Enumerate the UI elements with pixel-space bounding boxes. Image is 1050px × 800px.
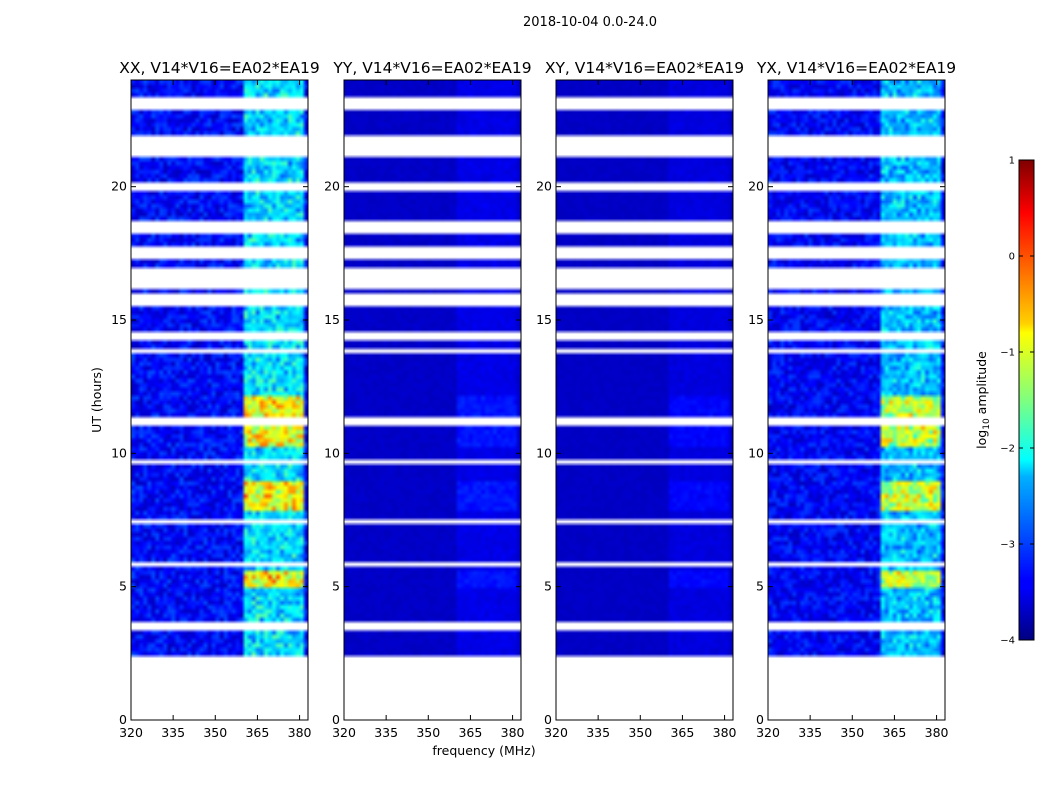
colorbar-tick-label: 0	[1009, 252, 1015, 263]
colorbar-tick-label: −1	[1000, 348, 1015, 359]
heatmap-xx	[131, 80, 308, 720]
x-tick-label: 320	[119, 725, 143, 740]
y-tick-label: 0	[332, 712, 340, 727]
colorbar-label-base: log	[974, 430, 989, 449]
x-tick-label: 350	[203, 725, 227, 740]
colorbar-tick-label: −3	[1000, 540, 1015, 551]
y-tick-label: 15	[536, 312, 552, 327]
panels: XX, V14*V16=EA02*EA19 320 335 350 365 380 0 5 10…	[111, 59, 956, 740]
x-tick-label: 320	[756, 725, 780, 740]
y-tick-label: 20	[111, 179, 127, 194]
x-tick-label: 335	[586, 725, 610, 740]
x-tick-label: 380	[713, 725, 737, 740]
y-tick-label: 15	[111, 312, 127, 327]
heatmap-yx	[768, 80, 945, 720]
x-tick-label: 335	[798, 725, 822, 740]
x-tick-label: 365	[458, 725, 482, 740]
colorbar: 10−1−2−3−4 log10 amplitude	[974, 156, 1035, 647]
axes-frame	[130, 79, 309, 721]
y-tick-label: 20	[748, 179, 764, 194]
x-tick-label: 350	[840, 725, 864, 740]
x-tick-label: 350	[628, 725, 652, 740]
x-tick-label: 335	[161, 725, 185, 740]
axes-frame	[767, 79, 946, 721]
x-tick-label: 320	[332, 725, 356, 740]
y-tick-label: 10	[324, 445, 340, 460]
y-tick-label: 20	[536, 179, 552, 194]
y-tick-label: 20	[324, 179, 340, 194]
panel-yy: YY, V14*V16=EA02*EA19 320 335 350 365 380 0 5 10…	[324, 59, 531, 740]
x-tick-label: 380	[925, 725, 949, 740]
y-tick-label: 5	[544, 579, 552, 594]
x-tick-label: 335	[374, 725, 398, 740]
y-axis-label: UT (hours)	[89, 367, 104, 433]
y-tick-label: 10	[748, 445, 764, 460]
panel-title: YX, V14*V16=EA02*EA19	[756, 59, 956, 77]
y-tick-label: 0	[544, 712, 552, 727]
colorbar-label: log10 amplitude	[974, 351, 992, 449]
y-tick-label: 0	[756, 712, 764, 727]
x-axis-label: frequency (MHz)	[432, 743, 535, 758]
axes-frame	[343, 79, 522, 721]
y-tick-label: 5	[756, 579, 764, 594]
x-tick-label: 350	[416, 725, 440, 740]
panel-yx: YX, V14*V16=EA02*EA19 320 335 350 365 380 0 5 10…	[748, 59, 956, 740]
x-tick-label: 380	[288, 725, 312, 740]
colorbar-gradient	[1018, 159, 1035, 641]
y-tick-label: 10	[111, 445, 127, 460]
colorbar-tick-label: −2	[1000, 444, 1015, 455]
colorbar-tick-label: −4	[1000, 636, 1015, 647]
x-tick-label: 365	[882, 725, 906, 740]
y-tick-label: 15	[748, 312, 764, 327]
panel-xy: XY, V14*V16=EA02*EA19 320 335 350 365 380 0 5 10…	[536, 59, 744, 740]
y-tick-label: 10	[536, 445, 552, 460]
colorbar-ticks: 1 0 −1 −2 −3 −4	[1000, 156, 1034, 647]
colorbar-label-rest: amplitude	[974, 351, 989, 418]
x-tick-label: 380	[501, 725, 525, 740]
panel-xx: XX, V14*V16=EA02*EA19 320 335 350 365 380 0 5 10…	[111, 59, 320, 740]
y-tick-label: 5	[332, 579, 340, 594]
panel-title: XX, V14*V16=EA02*EA19	[119, 59, 319, 77]
y-tick-label: 5	[119, 579, 127, 594]
y-tick-label: 0	[119, 712, 127, 727]
panel-title: YY, V14*V16=EA02*EA19	[332, 59, 531, 77]
colorbar-tick-label: 1	[1009, 156, 1015, 167]
colorbar-label-sub: 10	[982, 418, 992, 430]
x-tick-label: 320	[544, 725, 568, 740]
figure-suptitle: 2018-10-04 0.0-24.0	[523, 15, 657, 30]
x-tick-label: 365	[670, 725, 694, 740]
panel-title: XY, V14*V16=EA02*EA19	[545, 59, 744, 77]
heatmap-xy	[556, 80, 733, 720]
axes-frame	[555, 79, 734, 721]
heatmap-yy	[344, 80, 521, 720]
y-tick-label: 15	[324, 312, 340, 327]
x-tick-label: 365	[245, 725, 269, 740]
